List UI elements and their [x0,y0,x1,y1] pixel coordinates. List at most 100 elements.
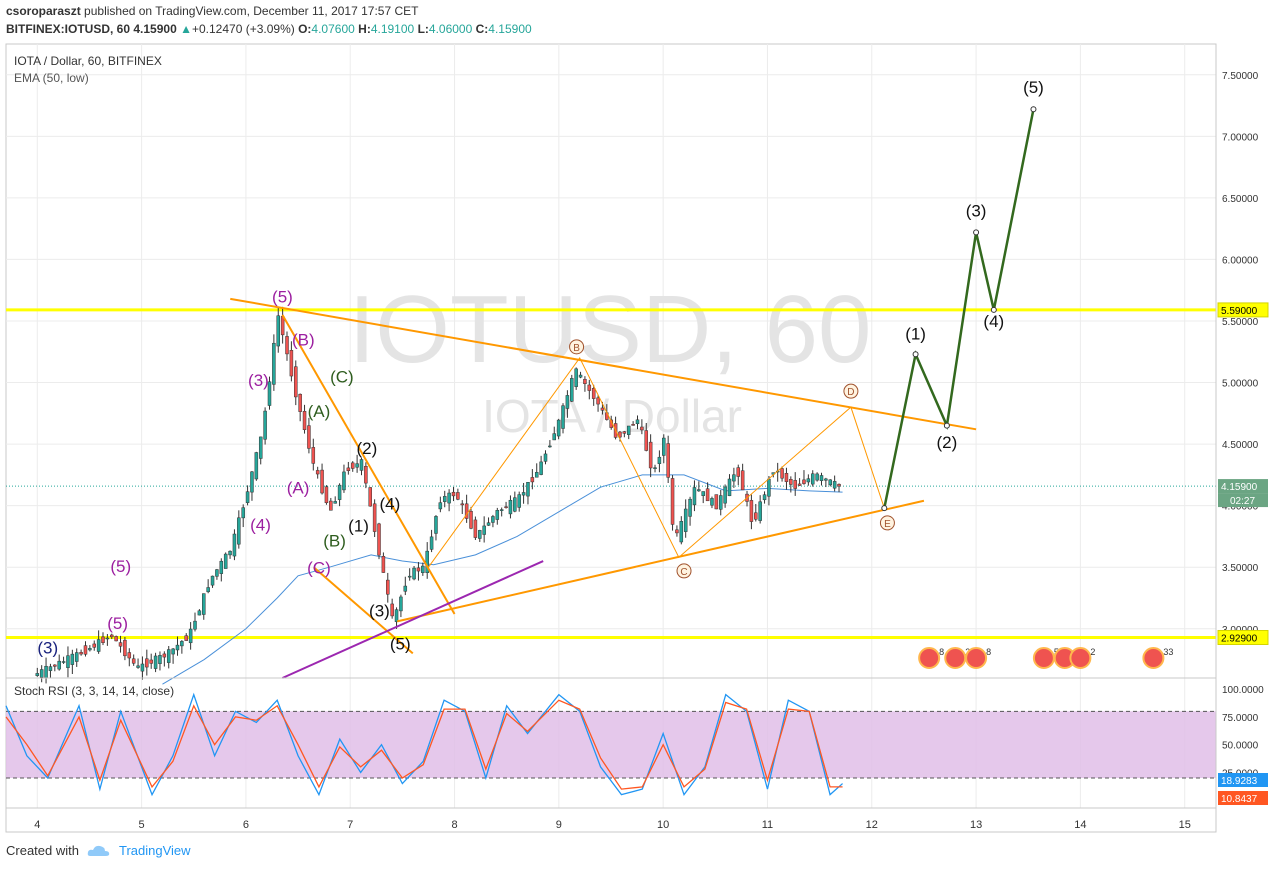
event-badge-count: 2 [1090,647,1095,657]
candle [175,644,180,651]
candle [486,522,491,526]
candle [320,469,324,494]
event-badge-icon [965,647,988,669]
abcde-label: E [884,519,891,530]
author-link[interactable]: csoroparaszt [6,4,81,18]
rsi-value-tag-text: 10.8437 [1221,794,1258,805]
candle [688,498,692,517]
close-value: 4.15900 [488,22,532,36]
candle [648,441,653,469]
candle [565,395,570,409]
candle [162,653,167,658]
candle [749,500,754,522]
axes: 4567891011121314153.000003.500004.000004… [6,44,1269,831]
legend-title: IOTA / Dollar, 60, BITFINEX [14,54,162,68]
candle [166,649,171,663]
candle [74,652,79,662]
candle [534,472,539,478]
last-price-tag [1218,479,1268,494]
candle [359,459,364,471]
candle [819,475,824,481]
candle [48,666,53,671]
candle [732,474,736,482]
candle [407,575,412,578]
high-label: H: [358,22,371,36]
candle [675,529,679,534]
triangle-lower [396,499,925,623]
event-badge-icon [1032,647,1055,669]
event-badge-count: 8 [986,647,991,657]
stoch-rsi-k-line [5,692,844,797]
candle [499,509,504,511]
candle [662,437,666,456]
rsi-value-tag [1218,791,1268,805]
candle [307,425,311,449]
x-tick-label: 11 [762,819,773,831]
symbol-label: BITFINEX:IOTUSD, 60 [6,22,131,36]
candle [657,456,662,464]
candle [596,397,600,405]
projection-label: (2) [936,433,957,452]
candle [315,470,320,475]
candle [123,639,127,657]
candle [548,445,552,448]
candle [780,468,784,479]
publish-info: csoroparaszt published on TradingView.co… [6,4,418,18]
candle [416,567,421,572]
event-badge-count: 8 [939,647,944,657]
candle [469,510,473,529]
candle [810,473,815,485]
candle [456,492,460,500]
x-tick-label: 7 [347,819,353,831]
candle [263,410,267,440]
candle [342,471,346,491]
candle [57,660,61,670]
price-change: +0.12470 (+3.09%) [191,22,295,36]
candle [683,508,688,532]
candle [754,512,758,520]
tradingview-link[interactable]: TradingView [118,843,191,858]
candle [250,471,254,493]
candle [83,645,88,655]
candle [289,350,294,377]
candle [210,575,215,586]
candle [600,407,605,411]
event-badge-icon [1069,647,1092,669]
rsi-value-tag [1218,773,1268,787]
candle [697,489,701,492]
candle [701,491,705,496]
y-tick-label: 4.00000 [1222,502,1259,513]
candle [578,374,583,378]
candle [79,652,83,655]
x-tick-label: 14 [1074,819,1086,831]
candle [145,658,149,668]
watermark-name: IOTA / Dollar [482,390,742,442]
open-label: O: [298,22,312,36]
rsi-y-tick-label: 75.0000 [1222,713,1259,724]
candle [70,653,75,665]
event-badges[interactable]: 822852233 [918,647,1173,669]
wave-label: (B) [292,331,315,350]
projection-node [973,229,980,236]
y-tick-label: 6.50000 [1222,194,1259,205]
abcde-label: C [680,567,687,578]
drawings[interactable] [230,106,1037,679]
rsi-legend: Stoch RSI (3, 3, 14, 14, close) [14,684,174,698]
candle [508,499,513,515]
horizontal-levels[interactable] [6,308,1216,639]
projection-path [883,109,1035,509]
fall-line-b [313,566,414,655]
low-label: L: [417,22,429,36]
projection-node [881,505,888,512]
projection-node [912,351,919,358]
projection-node [990,306,997,313]
candle [223,553,228,569]
candle [591,388,596,399]
created-with-label: Created with [6,843,79,858]
candle [758,501,762,521]
rsi-y-tick-label: 100.0000 [1222,685,1264,696]
candle [346,467,351,471]
candle [368,487,373,507]
candle [184,635,188,641]
